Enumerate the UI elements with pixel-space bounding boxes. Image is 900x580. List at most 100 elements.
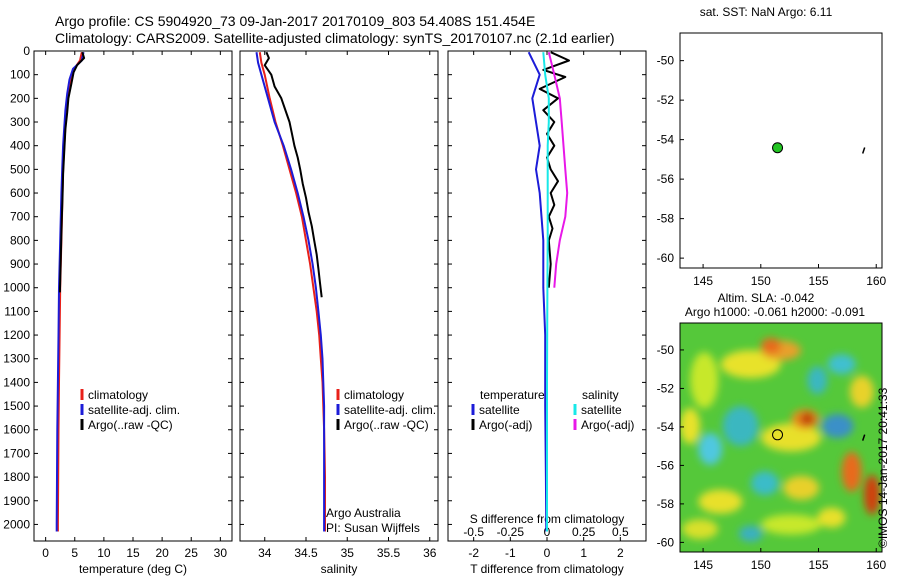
y-tick-label: 1700	[3, 446, 30, 460]
map-title: sat. SST: NaN Argo: 6.11	[700, 5, 833, 19]
heatmap-blob	[722, 406, 759, 447]
map-x-tick-label: 150	[751, 274, 771, 288]
legend-label: Argo(..raw -QC)	[344, 418, 429, 432]
map-y-tick-label: -60	[657, 535, 675, 549]
y-tick-label: 1600	[3, 423, 30, 437]
legend-label: satellite	[479, 403, 520, 417]
annotation-text: Argo Australia	[326, 506, 401, 520]
series-line-temperature-1	[55, 51, 85, 532]
map-x-tick-label: 145	[693, 558, 713, 572]
heatmap-blob	[698, 489, 743, 514]
y-tick-label: 1100	[4, 304, 30, 318]
heatmap-blob	[807, 366, 828, 395]
heatmap-blob	[800, 412, 815, 427]
x-tick-label: 25	[185, 546, 199, 560]
heatmap-blob	[738, 525, 763, 542]
plot-frame-temperature	[33, 50, 233, 542]
y-tick-label: 1800	[3, 470, 30, 484]
heatmap-blob	[680, 408, 701, 445]
argo-location-marker	[772, 429, 784, 441]
heatmap-blob	[682, 519, 719, 540]
map-x-tick-label: 150	[751, 558, 771, 572]
map-subtitle: Argo h1000: -0.061 h2000: -0.091	[685, 305, 865, 319]
map-x-tick-label: 160	[866, 274, 886, 288]
x-tick-label: 10	[97, 546, 111, 560]
series-line-difference-1	[538, 51, 570, 288]
x-tick-label: -1	[505, 546, 516, 560]
legend-label: temperature	[480, 388, 545, 402]
y-tick-label: 1500	[3, 399, 30, 413]
x-tick-label: 0	[544, 546, 551, 560]
map-y-tick-label: -50	[657, 54, 675, 68]
map-y-tick-label: -56	[657, 458, 675, 472]
map-x-tick-label: 145	[693, 274, 713, 288]
x-tick-label: 1	[580, 546, 587, 560]
s-tick-label: 0.25	[572, 525, 596, 539]
map-y-tick-label: -56	[657, 172, 675, 186]
coastline	[861, 147, 866, 154]
s-tick-label: -0.25	[497, 525, 525, 539]
map-title: Altim. SLA: -0.042	[718, 291, 815, 305]
y-tick-label: 700	[10, 210, 30, 224]
map-y-tick-label: -58	[657, 497, 675, 511]
heatmap-blob	[783, 475, 820, 500]
y-tick-label: 600	[10, 186, 30, 200]
heatmap-blob	[827, 354, 856, 375]
y-tick-label: 100	[10, 68, 30, 82]
legend-label: satellite	[581, 403, 622, 417]
heatmap-blob	[821, 414, 854, 439]
heatmap-blob	[720, 350, 781, 379]
chart-title-line1: Argo profile: CS 5904920_73 09-Jan-2017 …	[55, 13, 536, 29]
plot-frame-salinity	[239, 50, 439, 542]
legend-label: climatology	[88, 388, 148, 402]
legend-label: satellite-adj. clim.	[344, 403, 436, 417]
legend-label: satellite-adj. clim.	[88, 403, 180, 417]
map-y-tick-label: -50	[657, 343, 675, 357]
series-line-difference-0	[527, 51, 548, 532]
legend-label: climatology	[344, 388, 404, 402]
legend-label: salinity	[582, 388, 619, 402]
annotation-text: PI: Susan Wijffels	[326, 521, 420, 535]
heatmap-blob	[863, 474, 880, 515]
map-y-tick-label: -52	[657, 381, 675, 395]
y-tick-label: 500	[10, 162, 30, 176]
x-tick-label: -2	[468, 546, 479, 560]
x-tick-label: 15	[126, 546, 140, 560]
heatmap-blob	[750, 471, 779, 496]
heatmap-blob	[849, 375, 874, 408]
heatmap-blob	[760, 337, 781, 354]
coastline	[861, 434, 866, 441]
x-tick-label: 2	[617, 546, 624, 560]
legend-label: Argo(..raw -QC)	[88, 418, 173, 432]
heatmap-blob	[841, 451, 862, 492]
heatmap-blob	[690, 352, 719, 409]
series-line-salinity-2	[263, 51, 323, 298]
y-tick-label: 400	[10, 139, 30, 153]
heatmap-blob	[761, 514, 822, 535]
y-tick-label: 0	[23, 44, 30, 58]
s-tick-label: 0	[544, 525, 551, 539]
heatmap-field	[680, 337, 880, 542]
series-line-difference-3	[547, 51, 569, 288]
legend-label: Argo(-adj)	[581, 418, 634, 432]
x-tick-label: 34.5	[294, 546, 318, 560]
y-tick-label: 900	[10, 257, 30, 271]
s-tick-label: 0.5	[612, 525, 629, 539]
heatmap-blob	[698, 432, 723, 465]
x-tick-label: 35	[341, 546, 355, 560]
y-tick-label: 1200	[3, 328, 30, 342]
chart-title-line2: Climatology: CARS2009. Satellite-adjuste…	[55, 30, 615, 46]
s-tick-label: -0.5	[463, 525, 484, 539]
y-tick-label: 1400	[3, 375, 30, 389]
map-y-tick-label: -54	[657, 420, 675, 434]
map-y-tick-label: -52	[657, 93, 675, 107]
map-x-tick-label: 155	[808, 274, 828, 288]
y-tick-label: 800	[10, 233, 30, 247]
x-tick-label: 20	[155, 546, 169, 560]
x-tick-label: 0	[42, 546, 49, 560]
x-axis-label: temperature (deg C)	[79, 562, 187, 576]
map-y-tick-label: -58	[657, 212, 675, 226]
map-frame-map-sla	[679, 322, 883, 553]
argo-location-marker	[772, 142, 784, 154]
x-tick-label: 34	[258, 546, 272, 560]
